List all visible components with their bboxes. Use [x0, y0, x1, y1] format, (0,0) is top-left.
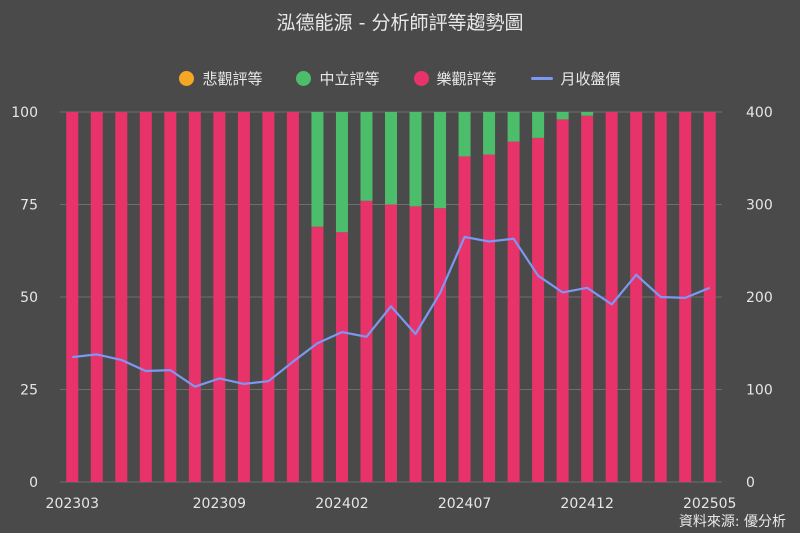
bar-bullish [213, 112, 226, 482]
y-right-tick-label: 100 [746, 383, 773, 399]
bar-bullish [458, 156, 471, 482]
bar-bullish [90, 112, 103, 482]
x-tick-label: 202402 [315, 496, 368, 512]
chart-legend: 悲觀評等 中立評等 樂觀評等 月收盤價 [0, 68, 800, 89]
price-line [72, 235, 711, 388]
chart-title: 泓德能源 - 分析師評等趨勢圖 [276, 12, 524, 34]
bar-bullish [115, 112, 128, 482]
bar-bullish [188, 112, 201, 482]
bar-bullish [311, 226, 324, 482]
y-right-tick-label: 300 [746, 198, 773, 214]
bar-bullish [409, 206, 422, 482]
legend-price-label: 月收盤價 [560, 70, 621, 88]
bar-neutral [458, 112, 471, 157]
legend-bearish-label: 悲觀評等 [202, 70, 263, 88]
bar-bullish [262, 112, 275, 482]
y-right-tick-label: 200 [746, 290, 773, 306]
y-left-tick-label: 0 [29, 475, 38, 491]
legend-item-neutral[interactable]: 中立評等 [296, 68, 380, 89]
y-left-tick-label: 100 [11, 105, 38, 121]
legend-neutral-label: 中立評等 [319, 70, 380, 88]
bar-bullish [532, 137, 545, 482]
bar-bullish [556, 119, 569, 483]
legend-bearish-marker [179, 71, 195, 86]
bar-neutral [507, 112, 520, 142]
bar-neutral [385, 112, 397, 205]
bar-bullish [385, 204, 397, 482]
bar-bullish [66, 112, 79, 482]
bar-bullish [483, 154, 496, 483]
bar-neutral [409, 112, 422, 207]
legend-item-price[interactable]: 月收盤價 [530, 68, 621, 89]
legend-bullish-label: 樂觀評等 [436, 70, 497, 88]
bar-neutral [311, 112, 324, 227]
legend-item-bearish[interactable]: 悲觀評等 [179, 68, 262, 89]
bar-bullish [286, 112, 299, 482]
y-right-tick-label: 0 [746, 475, 755, 491]
bar-bullish [507, 141, 520, 482]
y-left-tick-label: 50 [20, 290, 38, 306]
bar-bullish [434, 208, 447, 482]
x-tick-label: 202309 [193, 496, 246, 512]
bar-neutral [581, 112, 594, 116]
legend-neutral-marker [296, 71, 312, 86]
bar-neutral [483, 112, 496, 155]
x-tick-label: 202407 [438, 496, 491, 512]
bar-bullish [630, 112, 643, 482]
y-right-tick-label: 400 [746, 105, 773, 121]
bar-bullish [164, 112, 177, 482]
x-tick-label: 202412 [560, 496, 613, 512]
bar-bullish [703, 112, 716, 482]
bar-bullish [581, 115, 594, 482]
legend-price-marker [530, 77, 553, 80]
data-source-note: 資料來源: 優分析 [678, 514, 786, 530]
x-tick-label: 202505 [683, 496, 736, 512]
bar-neutral [434, 112, 447, 209]
bar-bullish [335, 232, 348, 482]
bar-neutral [532, 112, 545, 138]
bar-bullish [237, 112, 250, 482]
legend-bullish-marker [413, 71, 429, 86]
bar-bullish [360, 200, 373, 483]
y-left-tick-label: 75 [20, 198, 38, 214]
bar-bullish [139, 112, 152, 482]
bar-neutral [360, 112, 373, 201]
legend-item-bullish[interactable]: 樂觀評等 [413, 68, 497, 89]
x-tick-label: 202303 [46, 496, 99, 512]
bar-bullish [605, 112, 618, 482]
y-left-tick-label: 25 [20, 383, 38, 399]
bar-neutral [335, 112, 348, 233]
bar-neutral [556, 112, 569, 120]
